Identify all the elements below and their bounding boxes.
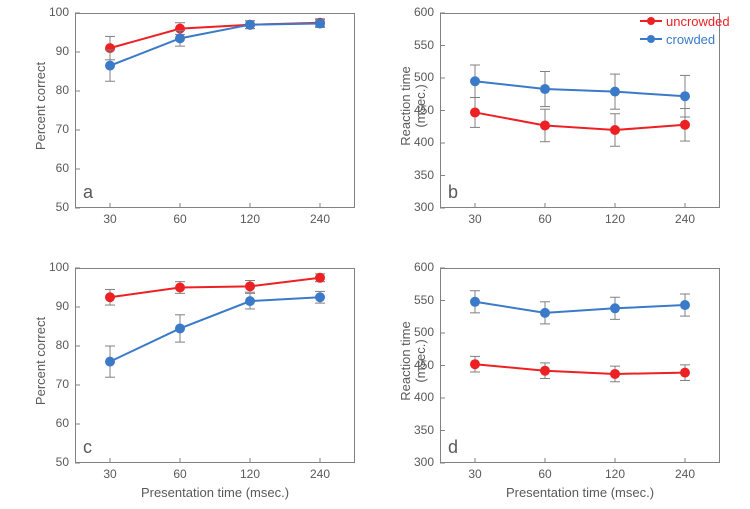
series-line-uncrowded [475,112,685,130]
series-marker-uncrowded [611,126,620,135]
ytick-label: 350 [394,168,434,182]
xtick-label: 60 [165,467,195,481]
xtick-label: 120 [235,212,265,226]
ytick-label: 50 [29,200,69,214]
x-axis-label-c: Presentation time (msec.) [75,485,355,500]
series-marker-crowded [106,61,115,70]
plot-area-d [440,268,720,463]
xtick-label: 120 [600,212,630,226]
plot-area-a [75,13,355,208]
series-line-crowded [475,81,685,96]
series-marker-crowded [246,297,255,306]
ytick-label: 350 [394,423,434,437]
series-marker-uncrowded [471,360,480,369]
ytick-label: 300 [394,455,434,469]
legend-marker-icon [647,17,655,25]
legend-label: uncrowded [666,14,730,29]
legend-item-uncrowded: uncrowded [640,12,730,30]
series-marker-crowded [316,19,325,28]
xtick-label: 240 [305,467,335,481]
panel-a [75,13,355,208]
ytick-label: 600 [394,5,434,19]
series-marker-uncrowded [681,120,690,129]
series-marker-uncrowded [106,293,115,302]
series-marker-uncrowded [471,108,480,117]
panel-letter-d: d [448,437,458,458]
xtick-label: 120 [600,467,630,481]
xtick-label: 30 [460,467,490,481]
xtick-label: 30 [95,212,125,226]
legend-label: crowded [666,32,715,47]
y-axis-label-b: Reaction time (msec.) [398,46,428,166]
xtick-label: 240 [670,212,700,226]
series-line-uncrowded [110,23,320,48]
panel-c [75,268,355,463]
series-marker-crowded [176,34,185,43]
y-axis-label-d: Reaction time (msec.) [398,301,428,421]
legend: uncrowded crowded [640,12,730,48]
series-marker-crowded [611,304,620,313]
legend-item-crowded: crowded [640,30,730,48]
ytick-label: 100 [29,5,69,19]
legend-marker-icon [647,35,655,43]
xtick-label: 30 [95,467,125,481]
series-marker-crowded [611,87,620,96]
series-marker-crowded [541,85,550,94]
x-axis-label-d: Presentation time (msec.) [440,485,720,500]
series-line-crowded [110,297,320,361]
series-marker-crowded [471,77,480,86]
series-marker-crowded [316,293,325,302]
series-marker-uncrowded [541,121,550,130]
xtick-label: 30 [460,212,490,226]
series-marker-crowded [681,92,690,101]
series-marker-uncrowded [246,282,255,291]
panel-letter-c: c [83,437,92,458]
series-marker-uncrowded [681,368,690,377]
series-marker-uncrowded [611,369,620,378]
series-marker-uncrowded [316,273,325,282]
ytick-label: 300 [394,200,434,214]
series-marker-uncrowded [176,283,185,292]
series-line-crowded [475,302,685,313]
panel-letter-b: b [448,182,458,203]
series-line-uncrowded [110,278,320,298]
xtick-label: 240 [305,212,335,226]
xtick-label: 60 [165,212,195,226]
series-marker-crowded [176,324,185,333]
series-marker-crowded [106,357,115,366]
plot-area-c [75,268,355,463]
legend-line-icon [640,38,662,40]
ytick-label: 100 [29,260,69,274]
panel-letter-a: a [83,182,93,203]
legend-line-icon [640,20,662,22]
xtick-label: 60 [530,467,560,481]
figure: 50607080901003060120240aPercent correct3… [0,0,750,509]
y-axis-label-a: Percent correct [33,46,48,166]
ytick-label: 600 [394,260,434,274]
xtick-label: 60 [530,212,560,226]
xtick-label: 120 [235,467,265,481]
series-line-crowded [110,24,320,66]
series-marker-crowded [471,297,480,306]
series-line-uncrowded [475,364,685,374]
series-marker-crowded [541,308,550,317]
xtick-label: 240 [670,467,700,481]
y-axis-label-c: Percent correct [33,301,48,421]
series-marker-uncrowded [541,366,550,375]
panel-d [440,268,720,463]
series-marker-crowded [681,301,690,310]
series-marker-crowded [246,20,255,29]
ytick-label: 50 [29,455,69,469]
